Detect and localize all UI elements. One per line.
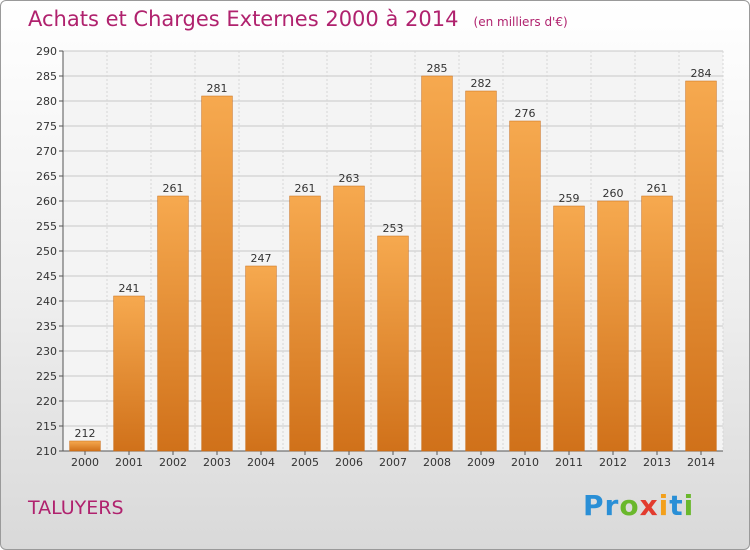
logo-letter: r: [604, 489, 620, 522]
y-tick-label: 245: [36, 270, 57, 283]
y-tick-label: 275: [36, 120, 57, 133]
y-tick-label: 255: [36, 220, 57, 233]
proxiti-logo[interactable]: Proxiti: [583, 489, 694, 522]
chart-title: Achats et Charges Externes 2000 à 2014 (…: [28, 7, 568, 31]
data-label: 253: [383, 222, 404, 235]
y-tick-label: 285: [36, 70, 57, 83]
data-label: 247: [251, 252, 272, 265]
data-label: 285: [427, 62, 448, 75]
x-tick-label: 2011: [555, 456, 583, 469]
x-tick-label: 2002: [159, 456, 187, 469]
data-label: 260: [603, 187, 624, 200]
y-tick-label: 270: [36, 145, 57, 158]
data-label: 281: [207, 82, 228, 95]
bar-layer: [69, 75, 717, 452]
x-tick-label: 2007: [379, 456, 407, 469]
data-label: 212: [75, 427, 96, 440]
bar-2003: [201, 95, 233, 452]
data-label: 263: [339, 172, 360, 185]
title-text: Achats et Charges Externes 2000 à 2014: [28, 7, 459, 31]
y-tick-label: 260: [36, 195, 57, 208]
bar-2009: [465, 90, 497, 452]
x-tick-label: 2005: [291, 456, 319, 469]
x-tick-label: 2000: [71, 456, 99, 469]
x-tick-label: 2003: [203, 456, 231, 469]
y-tick-label: 215: [36, 420, 57, 433]
x-tick-label: 2009: [467, 456, 495, 469]
bar-2013: [641, 195, 673, 452]
data-label: 261: [295, 182, 316, 195]
data-label: 261: [163, 182, 184, 195]
bar-2005: [289, 195, 321, 452]
place-name: TALUYERS: [28, 497, 124, 519]
bar-2011: [553, 205, 585, 452]
y-tick-label: 280: [36, 95, 57, 108]
x-tick-label: 2010: [511, 456, 539, 469]
bar-2004: [245, 265, 277, 452]
bar-2001: [113, 295, 145, 452]
data-label: 259: [559, 192, 580, 205]
bar-2010: [509, 120, 541, 452]
x-tick-label: 2013: [643, 456, 671, 469]
y-tick-label: 225: [36, 370, 57, 383]
y-tick-label: 210: [36, 445, 57, 458]
logo-letter: i: [683, 489, 695, 522]
y-tick-label: 235: [36, 320, 57, 333]
data-label: 241: [119, 282, 140, 295]
y-tick-label: 240: [36, 295, 57, 308]
bar-2014: [685, 80, 717, 452]
y-tick-label: 265: [36, 170, 57, 183]
x-tick-label: 2004: [247, 456, 275, 469]
data-label: 284: [691, 67, 712, 80]
y-tick-label: 220: [36, 395, 57, 408]
logo-letter: o: [619, 489, 640, 522]
x-tick-label: 2012: [599, 456, 627, 469]
y-tick-label: 230: [36, 345, 57, 358]
y-tick-label: 250: [36, 245, 57, 258]
unit-text: (en milliers d'€): [473, 15, 568, 29]
bar-2008: [421, 75, 453, 452]
y-tick-label: 290: [36, 45, 57, 58]
logo-letter: x: [639, 489, 659, 522]
label-layer: 212 241 261 281 247 261 263 253 285 282 276 259 260 2…: [75, 62, 712, 440]
data-label: 276: [515, 107, 536, 120]
data-label: 282: [471, 77, 492, 90]
bar-2006: [333, 185, 365, 452]
x-tick-label: 2006: [335, 456, 363, 469]
bar-2012: [597, 200, 629, 452]
x-tick-label: 2014: [687, 456, 715, 469]
logo-letter: i: [658, 489, 670, 522]
data-label: 261: [647, 182, 668, 195]
bar-2000: [69, 440, 101, 452]
axis-layer: 210 215 220 225 230 235 240 245 250 255 260 265 270 2…: [36, 45, 723, 469]
x-tick-label: 2008: [423, 456, 451, 469]
x-tick-label: 2001: [115, 456, 143, 469]
bar-2002: [157, 195, 189, 452]
bar-2007: [377, 235, 409, 452]
logo-letter: P: [583, 489, 605, 522]
logo-letter: t: [669, 489, 684, 522]
